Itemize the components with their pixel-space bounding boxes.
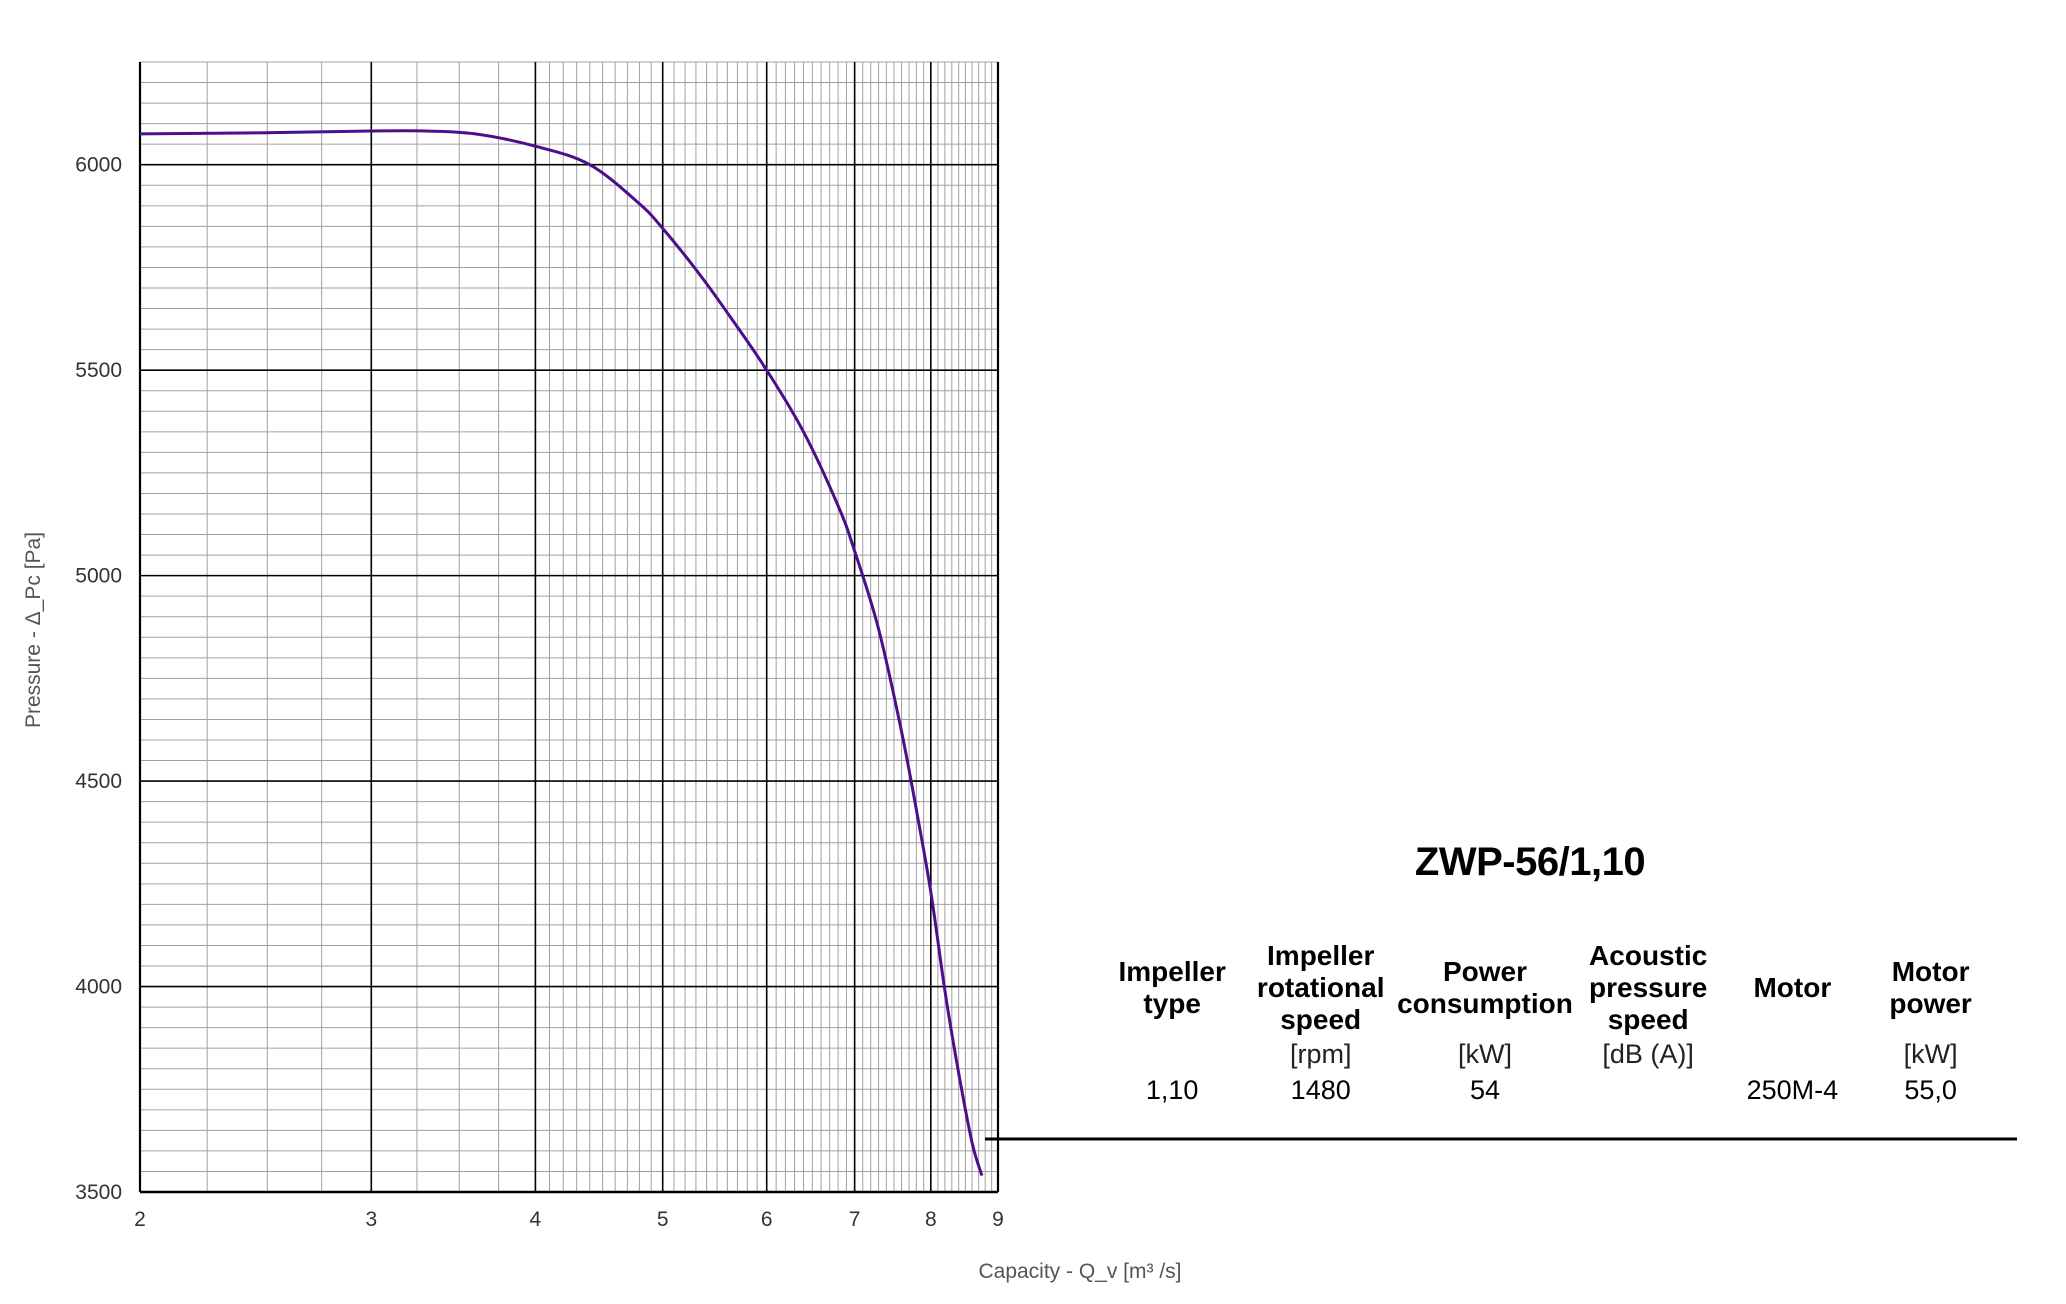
value-cell: 55,0 <box>1904 1074 1957 1105</box>
header-motor-power: Motor power <box>1861 940 2000 1036</box>
header-impeller-type: Impeller type <box>1100 940 1244 1036</box>
spec-table: Impeller type Impeller rotational speed … <box>1100 940 2000 1108</box>
x-tick-label: 8 <box>925 1208 937 1231</box>
header-line: Motor <box>1753 972 1832 1003</box>
unit-cell: [dB (A)] <box>1602 1038 1694 1069</box>
header-line: speed <box>1280 1004 1362 1035</box>
series-layer <box>139 129 984 1177</box>
y-tick-label: 3500 <box>75 1181 122 1204</box>
value-cell: 1480 <box>1290 1074 1351 1105</box>
header-line: speed <box>1607 1004 1689 1035</box>
x-tick-label: 6 <box>761 1208 773 1231</box>
header-acoustic-pressure: Acoustic pressure speed <box>1573 940 1724 1036</box>
header-power-consumption: Power consumption <box>1397 940 1573 1036</box>
header-line: pressure <box>1589 972 1708 1003</box>
x-axis-title: Capacity - Q_v [m³ /s] <box>978 1260 1181 1283</box>
unit-cell <box>1724 1036 1862 1072</box>
y-tick-label: 5000 <box>75 565 122 588</box>
x-tick-label: 2 <box>134 1208 146 1231</box>
y-tick-label: 4500 <box>75 770 122 793</box>
header-line: Impeller <box>1118 956 1226 987</box>
unit-cell: [kW] <box>1903 1038 1958 1069</box>
value-cell <box>1573 1072 1724 1108</box>
value-cell: 250M-4 <box>1746 1074 1839 1105</box>
spec-values-row: 1,10 1480 54 250M-4 55,0 <box>1100 1072 2000 1108</box>
header-line: Power <box>1442 956 1527 987</box>
x-tick-label: 7 <box>849 1208 861 1231</box>
x-tick-label: 5 <box>657 1208 669 1231</box>
header-line: power <box>1889 988 1972 1019</box>
header-line: Acoustic <box>1589 940 1708 971</box>
unit-cell: [kW] <box>1457 1038 1512 1069</box>
unit-cell <box>1100 1036 1244 1072</box>
spec-header-row: Impeller type Impeller rotational speed … <box>1100 940 2000 1036</box>
tick-labels: 2 3 4 5 6 7 8 9 3500 4000 4500 5000 5500 6000 <box>75 154 1004 1231</box>
header-motor: Motor <box>1724 940 1862 1036</box>
y-tick-label: 5500 <box>75 359 122 382</box>
header-line: type <box>1143 988 1201 1019</box>
header-line: Motor <box>1891 956 1970 987</box>
y-axis-title: Pressure - Δ_Pc [Pa] <box>22 532 45 728</box>
pressure-curve <box>139 129 984 1177</box>
x-tick-label: 4 <box>530 1208 542 1231</box>
model-title: ZWP-56/1,10 <box>1414 840 1646 884</box>
header-line: Impeller <box>1267 940 1375 971</box>
header-rotational-speed: Impeller rotational speed <box>1244 940 1397 1036</box>
major-grid <box>139 62 999 1193</box>
x-tick-label: 9 <box>992 1208 1004 1231</box>
header-line: rotational <box>1256 972 1385 1003</box>
spec-units-row: [rpm] [kW] [dB (A)] [kW] <box>1100 1036 2000 1072</box>
unit-cell: [rpm] <box>1289 1038 1352 1069</box>
value-cell: 54 <box>1469 1074 1500 1105</box>
axes <box>138 62 1000 1194</box>
value-cell: 1,10 <box>1145 1074 1199 1105</box>
minor-grid <box>140 61 998 1192</box>
x-tick-label: 3 <box>365 1208 377 1231</box>
header-line: consumption <box>1397 988 1573 1019</box>
y-tick-label: 4000 <box>75 976 122 999</box>
y-tick-label: 6000 <box>75 154 122 177</box>
